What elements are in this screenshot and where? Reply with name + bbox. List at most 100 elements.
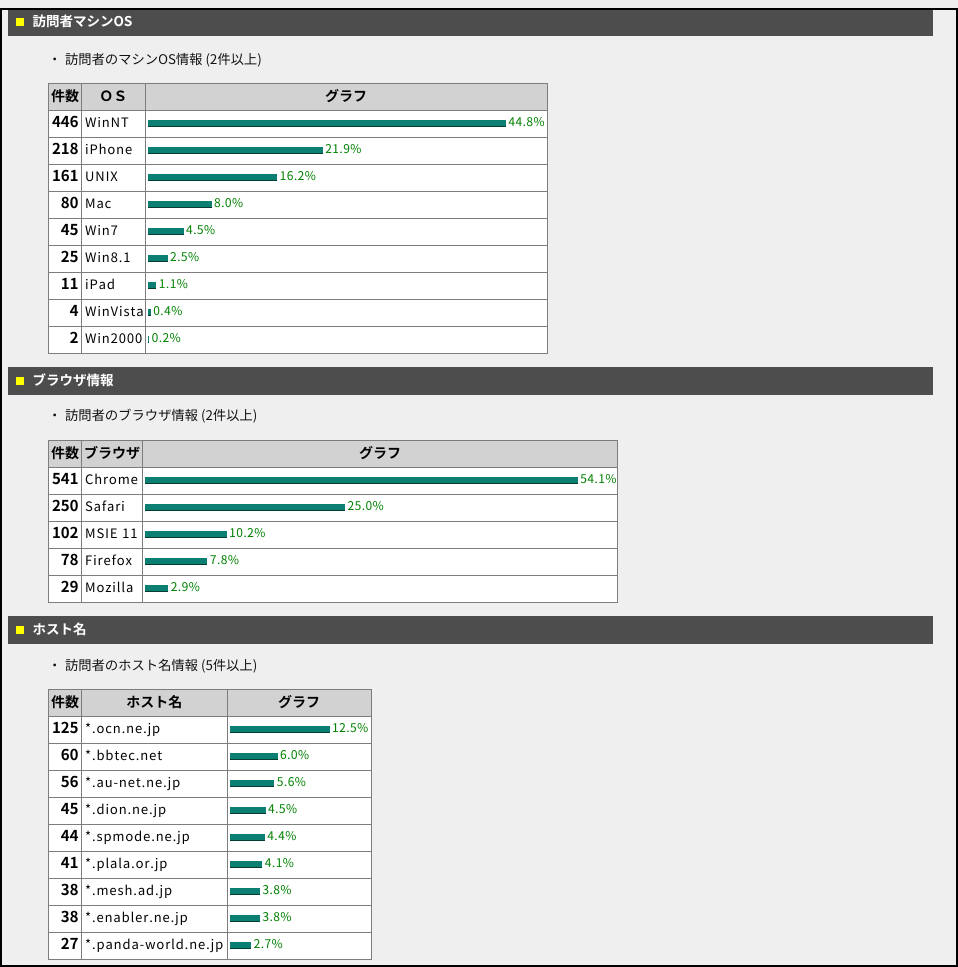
graph-cell: 2.5% xyxy=(144,245,548,273)
name-cell: *.enabler.ne.jp xyxy=(81,905,228,933)
section: 訪問者マシンOS ・ 訪問者のマシンOS情報 (2件以上) 件数 ＯＳ グラフ … xyxy=(0,8,958,354)
percent-bar xyxy=(147,335,150,343)
percent-bar xyxy=(229,887,260,895)
count-cell: 4 xyxy=(48,299,82,327)
count-cell: 446 xyxy=(48,110,82,138)
graph-bar-wrapper: 7.8% xyxy=(144,551,617,568)
name-cell: *.ocn.ne.jp xyxy=(81,716,228,744)
percent-bar xyxy=(145,503,345,511)
name-cell: *.bbtec.net xyxy=(81,743,228,771)
table-row: 2 Win2000 0.2% xyxy=(48,326,548,354)
count-cell: 41 xyxy=(48,851,82,879)
section-subtitle: 訪問者のブラウザ情報 (2件以上) xyxy=(65,404,258,424)
table-row: 541 Chrome 54.1% xyxy=(48,467,618,495)
graph-cell: 4.5% xyxy=(144,218,548,246)
percent-label: 8.0% xyxy=(214,194,244,211)
name-cell: Firefox xyxy=(81,548,143,576)
column-header-name: ホスト名 xyxy=(81,689,228,717)
graph-cell: 4.1% xyxy=(226,851,372,879)
percent-bar xyxy=(229,779,275,787)
graph-cell: 1.1% xyxy=(144,272,548,300)
name-cell: UNIX xyxy=(81,164,146,192)
count-cell: 56 xyxy=(48,770,82,798)
name-cell: Win2000 xyxy=(81,326,146,354)
section-subtitle-line: ・ 訪問者のブラウザ情報 (2件以上) xyxy=(0,407,958,422)
bullet-icon: ・ xyxy=(48,404,62,424)
percent-label: 3.8% xyxy=(262,908,292,925)
name-cell: *.plala.or.jp xyxy=(81,851,228,879)
graph-bar-wrapper: 4.5% xyxy=(228,800,370,817)
stats-table: 件数 ホスト名 グラフ 125 *.ocn.ne.jp 12.5% 60 *.b… xyxy=(48,689,372,960)
count-cell: 541 xyxy=(48,467,82,495)
percent-bar xyxy=(229,752,278,760)
column-header-name: ＯＳ xyxy=(81,83,146,111)
section-subtitle: 訪問者のホスト名情報 (5件以上) xyxy=(65,655,258,674)
graph-bar-wrapper: 54.1% xyxy=(144,470,617,487)
graph-bar-wrapper: 2.7% xyxy=(228,938,370,950)
section-title: ホスト名 xyxy=(32,618,87,638)
table-row: 11 iPad 1.1% xyxy=(48,272,548,300)
percent-label: 5.6% xyxy=(276,773,307,790)
graph-bar-wrapper: 10.2% xyxy=(144,527,617,539)
percent-label: 4.5% xyxy=(268,800,298,817)
percent-bar xyxy=(229,914,260,922)
graph-cell: 4.4% xyxy=(226,824,372,852)
graph-bar-wrapper: 4.5% xyxy=(146,224,546,236)
graph-bar-wrapper: 44.8% xyxy=(146,116,546,128)
yellow-square-icon xyxy=(15,376,24,385)
table-body: 125 *.ocn.ne.jp 12.5% 60 *.bbtec.net 6.0… xyxy=(48,716,372,960)
table-header-row: 件数 ＯＳ グラフ xyxy=(48,83,548,111)
graph-cell: 0.2% xyxy=(144,326,548,354)
graph-cell: 4.5% xyxy=(226,797,372,825)
graph-cell: 10.2% xyxy=(142,521,618,549)
graph-cell: 54.1% xyxy=(142,467,618,495)
section-header-bar: 訪問者マシンOS xyxy=(8,8,933,36)
count-cell: 29 xyxy=(48,575,82,603)
count-cell: 102 xyxy=(48,521,82,549)
percent-label: 54.1% xyxy=(580,470,617,487)
table-row: 250 Safari 25.0% xyxy=(48,494,618,522)
section-title: 訪問者マシンOS xyxy=(32,10,133,30)
graph-cell: 16.2% xyxy=(144,164,548,192)
graph-bar-wrapper: 4.1% xyxy=(228,857,370,869)
section-header-bar: ブラウザ情報 xyxy=(8,367,933,395)
percent-bar xyxy=(147,254,168,262)
graph-cell: 8.0% xyxy=(144,191,548,219)
table-row: 45 Win7 4.5% xyxy=(48,218,548,246)
graph-bar-wrapper: 2.9% xyxy=(144,581,617,593)
graph-cell: 5.6% xyxy=(226,770,372,798)
bullet-icon: ・ xyxy=(48,655,62,674)
percent-label: 4.4% xyxy=(267,827,297,844)
graph-cell: 0.4% xyxy=(144,299,548,327)
name-cell: iPhone xyxy=(81,137,146,165)
percent-bar xyxy=(229,833,265,841)
table-row: 218 iPhone 21.9% xyxy=(48,137,548,165)
count-cell: 44 xyxy=(48,824,82,852)
percent-bar xyxy=(147,308,151,316)
table-row: 27 *.panda-world.ne.jp 2.7% xyxy=(48,932,372,960)
section: ブラウザ情報 ・ 訪問者のブラウザ情報 (2件以上) 件数 ブラウザ グラフ 5… xyxy=(0,367,958,603)
graph-bar-wrapper: 25.0% xyxy=(144,500,617,512)
graph-bar-wrapper: 6.0% xyxy=(228,749,370,761)
column-header-graph: グラフ xyxy=(226,689,372,717)
table-head: 件数 ブラウザ グラフ xyxy=(48,440,618,468)
count-cell: 250 xyxy=(48,494,82,522)
name-cell: Mac xyxy=(81,191,146,219)
percent-bar xyxy=(147,146,323,154)
percent-bar xyxy=(147,281,157,289)
count-cell: 78 xyxy=(48,548,82,576)
column-header-graph: グラフ xyxy=(144,83,548,111)
column-header-graph: グラフ xyxy=(142,440,618,468)
count-cell: 11 xyxy=(48,272,82,300)
graph-bar-wrapper: 21.9% xyxy=(146,143,546,155)
percent-label: 12.5% xyxy=(332,719,369,736)
percent-label: 7.8% xyxy=(209,551,240,568)
percent-bar xyxy=(147,200,212,208)
table-row: 446 WinNT 44.8% xyxy=(48,110,548,138)
section: ホスト名 ・ 訪問者のホスト名情報 (5件以上) 件数 ホスト名 グラフ 125… xyxy=(0,616,958,960)
graph-bar-wrapper: 4.4% xyxy=(228,827,370,844)
column-header-name: ブラウザ xyxy=(81,440,143,468)
graph-bar-wrapper: 2.5% xyxy=(146,248,546,265)
name-cell: Chrome xyxy=(81,467,143,495)
percent-label: 2.5% xyxy=(170,248,200,265)
